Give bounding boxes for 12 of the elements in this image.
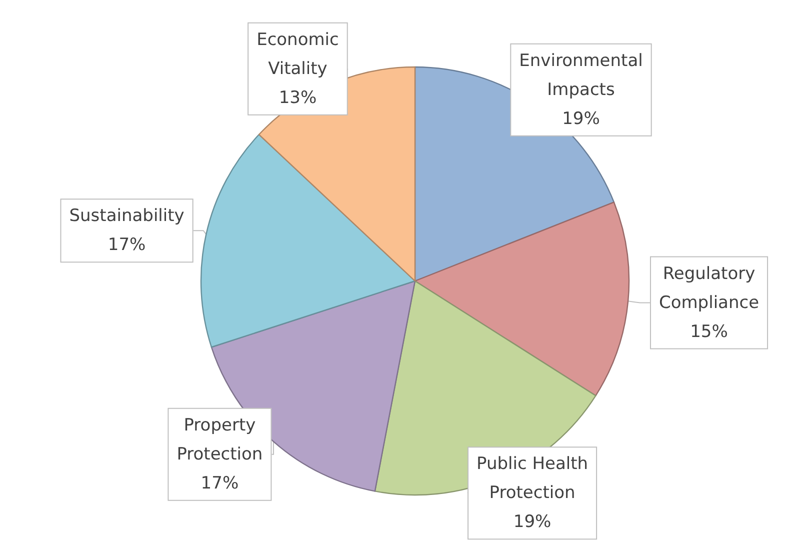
slice-label: Regulatory Compliance <box>658 264 760 313</box>
data-label: 19% <box>513 512 552 532</box>
slice-label: Sustainability <box>69 206 184 226</box>
data-label: 17% <box>200 473 239 494</box>
data-label: 17% <box>108 235 146 256</box>
data-label: 15% <box>690 322 728 342</box>
slice-label: Public Health Protection <box>476 454 588 504</box>
slice-label: Property Protection <box>176 415 263 464</box>
slice-label: Economic Vitality <box>256 30 339 79</box>
data-label: 19% <box>562 108 600 129</box>
slice-label: Environmental Impacts <box>519 50 643 100</box>
data-label: 13% <box>278 88 317 108</box>
